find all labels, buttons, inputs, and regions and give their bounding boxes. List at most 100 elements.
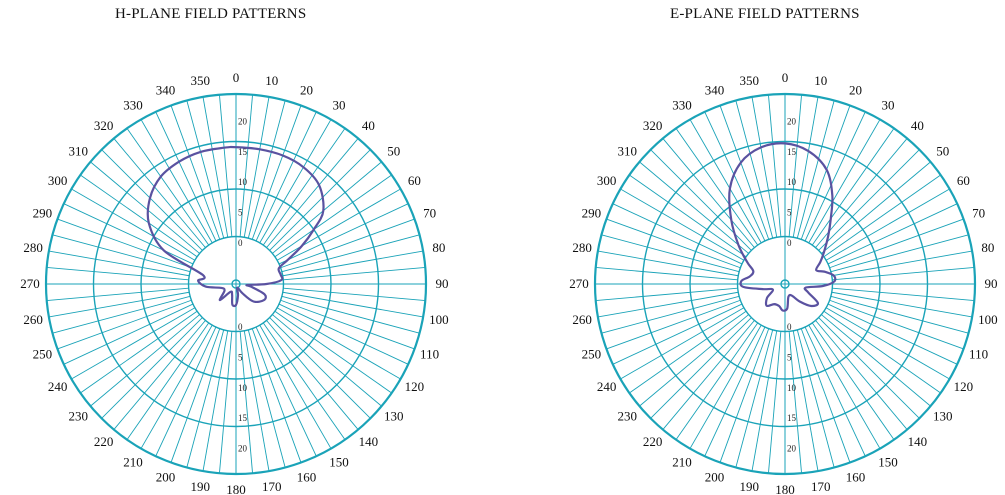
radial-tick-label: 5	[238, 352, 243, 362]
grid-spoke	[650, 317, 752, 419]
angle-tick-label: 210	[123, 454, 143, 469]
angle-tick-label: 210	[672, 454, 692, 469]
angle-tick-label: 170	[811, 479, 831, 494]
grid-spoke	[283, 266, 426, 281]
grid-spoke	[823, 310, 941, 394]
grid-spoke	[278, 303, 409, 365]
grid-spoke	[751, 96, 778, 238]
grid-spoke	[48, 291, 190, 318]
radial-tick-label: 10	[787, 177, 797, 187]
grid-spoke	[823, 174, 941, 258]
grid-spoke	[804, 111, 866, 242]
angle-tick-label: 170	[262, 479, 282, 494]
grid-ring	[593, 92, 977, 476]
grid-spoke	[48, 250, 190, 277]
grid-spoke	[735, 100, 774, 239]
grid-ring	[140, 188, 332, 380]
radial-tick-label: 10	[787, 383, 797, 393]
grid-ring	[641, 140, 929, 428]
grid-spoke	[827, 203, 958, 265]
grid-spoke	[612, 303, 743, 365]
grid-spoke	[719, 328, 770, 463]
angle-tick-label: 340	[705, 82, 725, 97]
grid-spoke	[796, 100, 835, 239]
grid-spoke	[620, 307, 745, 380]
grid-spoke	[57, 299, 192, 350]
grid-ring	[187, 235, 285, 333]
grid-spoke	[675, 128, 759, 246]
angle-tick-label: 30	[882, 98, 895, 113]
radial-tick-label: 10	[238, 177, 248, 187]
angle-tick-label: 300	[48, 173, 68, 188]
radial-tick-label: 15	[787, 147, 797, 157]
grid-spoke	[719, 105, 770, 240]
grid-spoke	[276, 307, 401, 380]
center-marker	[780, 279, 790, 289]
angle-tick-label: 10	[814, 73, 827, 88]
grid-spoke	[90, 161, 200, 254]
grid-spoke	[788, 94, 803, 237]
grid-spoke	[818, 149, 920, 251]
grid-spoke	[52, 295, 191, 334]
angle-tick-label: 60	[957, 173, 970, 188]
grid-spoke	[821, 161, 931, 254]
grid-spoke	[113, 320, 206, 430]
angle-tick-label: 120	[954, 379, 974, 394]
grid-spoke	[639, 161, 749, 254]
grid-spoke	[278, 203, 409, 265]
center-marker	[231, 279, 241, 289]
grid-spoke	[239, 331, 254, 474]
angle-tick-label: 50	[387, 144, 400, 159]
radial-tick-label: 0	[787, 238, 792, 248]
grid-spoke	[274, 310, 392, 394]
radial-tick-label: 5	[787, 208, 792, 218]
angle-tick-label: 160	[846, 470, 866, 485]
grid-spoke	[597, 250, 739, 277]
angle-tick-label: 60	[408, 173, 421, 188]
angle-tick-label: 260	[572, 312, 592, 327]
grid-ring	[689, 188, 881, 380]
angle-tick-label: 90	[436, 276, 449, 291]
angle-tick-label: 140	[359, 434, 379, 449]
grid-spoke	[80, 310, 198, 394]
grid-spoke	[704, 111, 766, 242]
grid-spoke	[239, 94, 254, 237]
pattern-line	[146, 145, 325, 308]
grid-spoke	[689, 324, 762, 449]
grid-spoke	[601, 234, 740, 273]
angle-tick-label: 150	[329, 454, 349, 469]
angle-tick-label: 310	[617, 144, 637, 159]
angle-tick-label: 100	[978, 312, 998, 327]
angle-tick-label: 240	[48, 379, 68, 394]
grid-spoke	[689, 119, 762, 244]
grid-spoke	[269, 317, 371, 419]
grid-spoke	[831, 291, 973, 318]
angle-tick-label: 70	[423, 206, 436, 221]
grid-spoke	[251, 328, 302, 463]
angle-tick-label: 20	[849, 82, 862, 97]
grid-spoke	[282, 250, 424, 277]
grid-spoke	[829, 218, 964, 269]
grid-spoke	[808, 119, 881, 244]
grid-spoke	[821, 314, 931, 407]
angle-tick-label: 250	[33, 346, 53, 361]
grid-spoke	[606, 299, 741, 350]
grid-spoke	[262, 128, 346, 246]
angle-tick-label: 180	[226, 482, 246, 495]
angle-tick-label: 280	[572, 240, 592, 255]
grid-spoke	[808, 324, 881, 449]
grid-spoke	[140, 119, 213, 244]
grid-spoke	[751, 330, 778, 472]
grid-spoke	[243, 330, 270, 472]
angle-tick-label: 180	[775, 482, 795, 495]
grid-spoke	[662, 138, 755, 248]
grid-spoke	[170, 105, 221, 240]
radial-tick-label: 20	[787, 116, 797, 126]
grid-spoke	[629, 174, 747, 258]
angle-tick-label: 70	[972, 206, 985, 221]
grid-spoke	[281, 234, 420, 273]
grid-spoke	[282, 291, 424, 318]
grid-spoke	[170, 328, 221, 463]
angle-tick-label: 230	[68, 408, 88, 423]
